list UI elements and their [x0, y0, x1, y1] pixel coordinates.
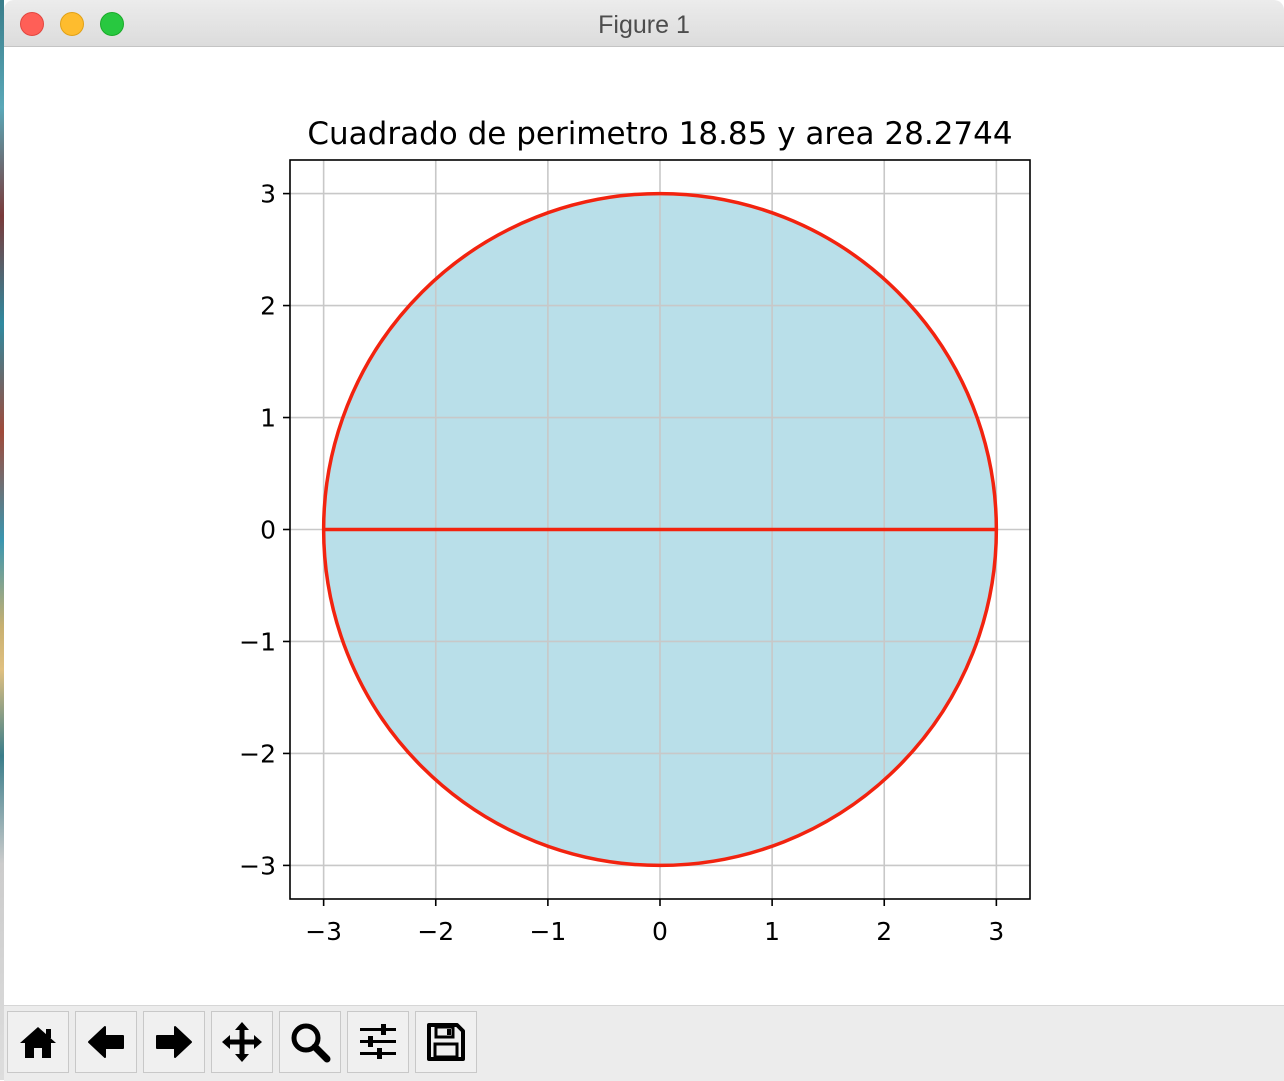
move-icon: [222, 1022, 262, 1062]
home-icon: [20, 1027, 56, 1058]
y-tick-label: 3: [260, 180, 276, 209]
save-button[interactable]: [415, 1011, 477, 1073]
figure-canvas[interactable]: Cuadrado de perimetro 18.85 y area 28.27…: [4, 47, 1284, 1005]
y-tick-label: 1: [260, 404, 276, 433]
shape-outlines: [321, 191, 999, 868]
sliders-icon: [360, 1024, 396, 1059]
x-tick-label: 1: [764, 917, 780, 946]
minimize-button[interactable]: [60, 12, 84, 36]
figure-window: Figure 1 Cuadrado de perimetro 18.85 y a…: [4, 0, 1284, 1081]
desktop-background: [0, 0, 6, 1080]
pan-button[interactable]: [211, 1011, 273, 1073]
x-tick-label: 3: [988, 917, 1004, 946]
zoom-button[interactable]: [100, 12, 124, 36]
x-tick-label: 2: [876, 917, 892, 946]
window-title: Figure 1: [598, 11, 690, 39]
magnifier-icon: [291, 1023, 331, 1063]
tick-layer: −3 −2 −1 0 1 2 3 −3 −2 −1 0 1 2 3: [239, 180, 1004, 946]
navigation-toolbar: [4, 1005, 1284, 1081]
x-tick-label: −1: [529, 917, 566, 946]
back-button[interactable]: [75, 1011, 137, 1073]
y-tick-label: −2: [239, 739, 276, 768]
chart-title: Cuadrado de perimetro 18.85 y area 28.27…: [307, 116, 1012, 152]
plot-svg: Cuadrado de perimetro 18.85 y area 28.27…: [239, 116, 1031, 946]
home-button[interactable]: [7, 1011, 69, 1073]
zoom-to-rect-button[interactable]: [279, 1011, 341, 1073]
forward-button[interactable]: [143, 1011, 205, 1073]
y-tick-label: −3: [239, 851, 276, 880]
arrow-right-icon: [156, 1026, 192, 1058]
x-tick-label: −2: [417, 917, 454, 946]
floppy-disk-icon: [427, 1023, 465, 1061]
close-button[interactable]: [20, 12, 44, 36]
y-tick-label: 2: [260, 292, 276, 321]
y-tick-label: 0: [260, 516, 276, 545]
y-tick-label: −1: [239, 627, 276, 656]
x-tick-label: 0: [652, 917, 668, 946]
title-bar[interactable]: Figure 1: [4, 0, 1284, 47]
configure-subplots-button[interactable]: [347, 1011, 409, 1073]
x-tick-label: −3: [305, 917, 342, 946]
arrow-left-icon: [88, 1026, 124, 1058]
